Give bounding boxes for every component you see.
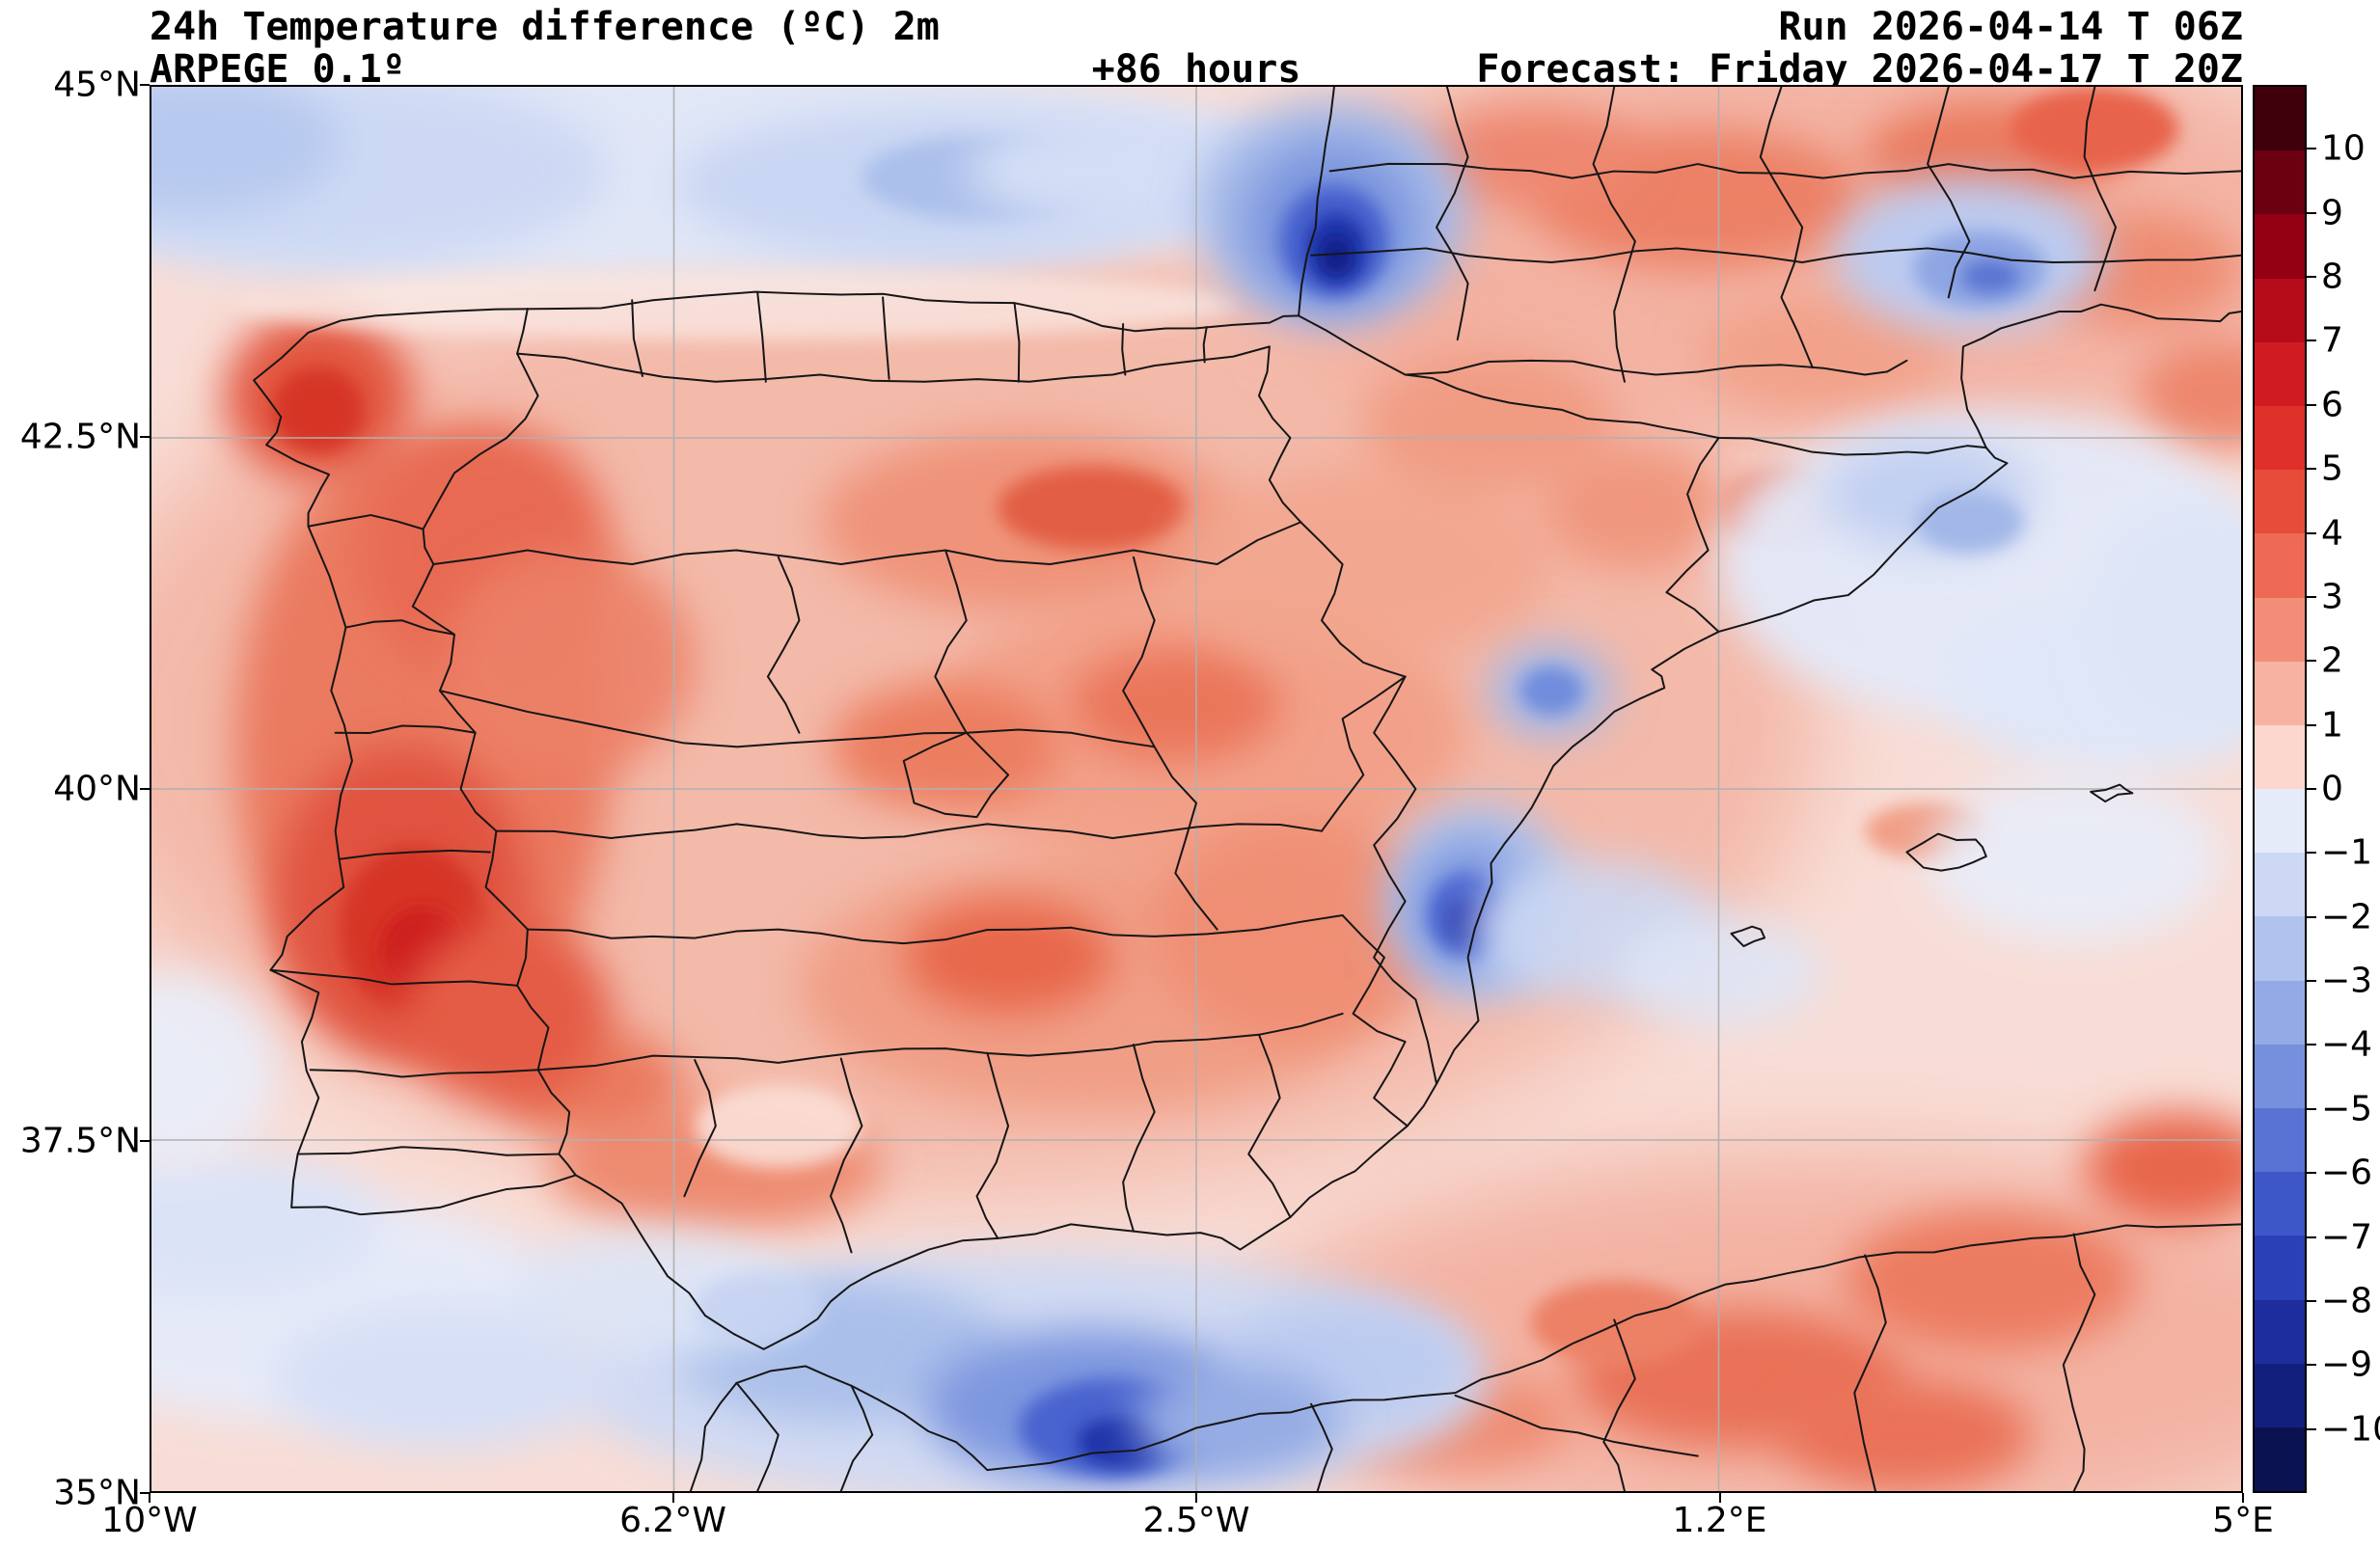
longitude-tick-label: 5°E: [2212, 1501, 2274, 1540]
lead-time-label: +86 hours: [1091, 47, 1301, 92]
colorbar-tick-mark: [2307, 148, 2316, 150]
colorbar-tick-mark: [2307, 723, 2316, 726]
colorbar-segment: [2255, 1363, 2305, 1427]
colorbar-tick-label: 7: [2321, 320, 2343, 361]
colorbar-tick-mark: [2307, 468, 2316, 471]
run-label: Run 2026-04-14 T 06Z: [1778, 5, 2243, 49]
model-label: ARPEGE 0.1º: [150, 47, 405, 92]
colorbar-tick-label: 3: [2321, 577, 2343, 617]
colorbar-tick-mark: [2307, 403, 2316, 406]
colorbar-tick-mark: [2307, 1427, 2316, 1430]
colorbar-tick-label: −10: [2321, 1409, 2380, 1450]
colorbar-tick-mark: [2307, 980, 2316, 983]
longitude-tick-mark: [1718, 1493, 1721, 1503]
latitude-tick-mark: [140, 1492, 150, 1494]
latitude-tick-mark: [140, 436, 150, 438]
colorbar-tick-label: 5: [2321, 448, 2343, 489]
colorbar-tick-label: 4: [2321, 513, 2343, 554]
colorbar-tick-label: −5: [2321, 1089, 2373, 1129]
colorbar-segment: [2255, 278, 2305, 342]
colorbar-tick-label: 10: [2321, 128, 2366, 169]
colorbar-tick-label: −2: [2321, 897, 2373, 937]
map-plot-area: [150, 85, 2243, 1493]
latitude-tick-mark: [140, 788, 150, 790]
colorbar-segment: [2255, 87, 2305, 151]
colorbar-tick-label: 1: [2321, 705, 2343, 746]
colorbar-segment: [2255, 341, 2305, 406]
colorbar-tick-label: −7: [2321, 1217, 2373, 1258]
colorbar-segment: [2255, 724, 2305, 790]
colorbar-segment: [2255, 1108, 2305, 1173]
colorbar-segment: [2255, 214, 2305, 279]
colorbar-tick-label: −4: [2321, 1024, 2373, 1065]
colorbar-tick-mark: [2307, 788, 2316, 790]
colorbar-segment: [2255, 470, 2305, 534]
colorbar-tick-mark: [2307, 276, 2316, 279]
colorbar-tick-label: −3: [2321, 961, 2373, 1001]
colorbar-tick-mark: [2307, 660, 2316, 663]
latitude-tick-label: 37.5°N: [19, 1121, 141, 1161]
longitude-tick-mark: [1195, 1493, 1197, 1503]
latitude-tick-mark: [140, 84, 150, 86]
forecast-label: Forecast: Friday 2026-04-17 T 20Z: [1476, 47, 2243, 92]
longitude-tick-mark: [671, 1493, 674, 1503]
colorbar-tick-label: 9: [2321, 193, 2343, 233]
colorbar-tick-label: 8: [2321, 257, 2343, 297]
colorbar-segment: [2255, 405, 2305, 471]
colorbar-tick-label: 0: [2321, 769, 2343, 809]
colorbar-tick-mark: [2307, 595, 2316, 598]
colorbar-tick-label: −1: [2321, 832, 2373, 873]
colorbar-segment: [2255, 853, 2305, 917]
colorbar-segment: [2255, 661, 2305, 725]
colorbar-segment: [2255, 916, 2305, 981]
colorbar-tick-label: 6: [2321, 385, 2343, 425]
longitude-tick-label: 6.2°W: [619, 1501, 726, 1540]
colorbar-segment: [2255, 533, 2305, 598]
latitude-tick-label: 42.5°N: [19, 417, 141, 457]
colorbar-tick-mark: [2307, 531, 2316, 534]
longitude-tick-label: 1.2°E: [1672, 1501, 1767, 1540]
colorbar-tick-mark: [2307, 1172, 2316, 1175]
longitude-tick-mark: [149, 1493, 150, 1503]
colorbar-segment: [2255, 1044, 2305, 1108]
longitude-tick-mark: [2242, 1493, 2244, 1503]
colorbar-tick-mark: [2307, 1236, 2316, 1238]
colorbar-tick-mark: [2307, 339, 2316, 342]
colorbar-segment: [2255, 150, 2305, 215]
temperature-difference-map: [151, 87, 2241, 1491]
colorbar-segment: [2255, 789, 2305, 854]
latitude-tick-mark: [140, 1140, 150, 1142]
colorbar-tick-mark: [2307, 915, 2316, 918]
colorbar-tick-label: 2: [2321, 640, 2343, 681]
colorbar-tick-mark: [2307, 852, 2316, 855]
latitude-tick-label: 45°N: [53, 65, 141, 105]
colorbar-segment: [2255, 1236, 2305, 1300]
colorbar-tick-mark: [2307, 1299, 2316, 1302]
colorbar-segment: [2255, 597, 2305, 662]
colorbar-tick-mark: [2307, 1364, 2316, 1367]
colorbar-tick-label: −9: [2321, 1344, 2373, 1385]
colorbar-tick-mark: [2307, 1107, 2316, 1110]
colorbar-segment: [2255, 980, 2305, 1045]
colorbar: [2253, 85, 2307, 1493]
longitude-tick-label: 10°W: [101, 1501, 198, 1540]
latitude-tick-label: 35°N: [53, 1473, 141, 1513]
colorbar-segment: [2255, 1172, 2305, 1236]
colorbar-tick-label: −8: [2321, 1281, 2373, 1321]
colorbar-segment: [2255, 1426, 2305, 1492]
latitude-tick-label: 40°N: [53, 769, 141, 809]
chart-title: 24h Temperature difference (ºC) 2m: [150, 5, 940, 49]
colorbar-tick-mark: [2307, 1044, 2316, 1046]
longitude-tick-label: 2.5°W: [1142, 1501, 1250, 1540]
colorbar-tick-label: −6: [2321, 1153, 2373, 1193]
colorbar-segment: [2255, 1299, 2305, 1364]
colorbar-tick-mark: [2307, 211, 2316, 214]
